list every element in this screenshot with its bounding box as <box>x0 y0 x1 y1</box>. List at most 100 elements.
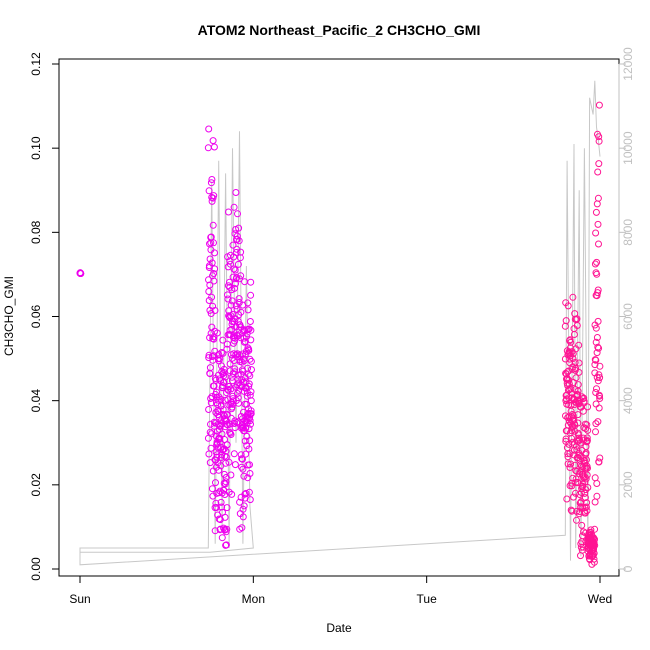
data-point <box>592 208 600 216</box>
data-point <box>239 455 246 463</box>
data-point <box>230 450 238 458</box>
data-point <box>592 420 600 428</box>
data-point <box>231 417 239 425</box>
data-point <box>246 470 254 477</box>
data-point <box>595 101 603 109</box>
data-point <box>238 455 246 463</box>
y-axis-right: 0 2000 4000 6000 8000 10000 12000 <box>618 47 635 572</box>
x-axis: Sun Mon Tue Wed <box>69 575 612 606</box>
data-point <box>224 282 232 290</box>
data-point <box>227 431 235 438</box>
data-point <box>207 395 215 402</box>
data-point <box>570 331 578 338</box>
data-point <box>207 179 215 187</box>
data-point <box>221 452 229 460</box>
data-point <box>237 308 245 316</box>
data-point <box>572 374 580 382</box>
data-point <box>248 366 255 374</box>
y-tick-label: 0.04 <box>29 389 43 413</box>
data-point <box>583 437 591 445</box>
data-point <box>210 418 218 426</box>
data-point <box>565 380 573 388</box>
data-point <box>593 385 600 393</box>
data-point <box>239 465 247 473</box>
data-point <box>237 451 245 459</box>
x-axis-label: Date <box>326 621 352 635</box>
data-point <box>590 539 598 547</box>
data-point <box>583 456 590 464</box>
data-point <box>247 410 255 418</box>
data-point <box>596 392 603 400</box>
data-point <box>217 417 225 425</box>
data-point <box>217 453 225 461</box>
data-point <box>232 249 240 256</box>
data-point <box>582 475 590 483</box>
data-point <box>210 239 217 247</box>
data-point <box>245 325 253 333</box>
data-point <box>241 437 249 445</box>
data-point <box>247 397 255 405</box>
data-point <box>595 160 603 168</box>
data-point <box>212 499 220 507</box>
data-point <box>595 133 603 141</box>
data-point <box>594 418 602 426</box>
y2-tick-label: 8000 <box>621 219 635 246</box>
data-point <box>596 362 604 370</box>
plot-area <box>76 80 604 568</box>
data-point <box>574 411 582 419</box>
data-point <box>219 336 227 344</box>
scatter-series-1 <box>76 125 255 549</box>
data-point <box>573 516 580 524</box>
data-point <box>206 255 214 263</box>
data-point <box>213 329 221 337</box>
data-point <box>212 409 220 416</box>
data-point <box>211 307 219 314</box>
data-point <box>593 270 601 278</box>
data-point <box>595 371 603 379</box>
data-point <box>219 406 227 414</box>
data-point <box>591 541 599 549</box>
y-tick-label: 0.10 <box>29 136 43 160</box>
data-point <box>594 343 602 351</box>
data-point <box>210 270 218 277</box>
data-point <box>246 461 253 469</box>
data-point <box>220 369 228 376</box>
data-point <box>565 367 572 375</box>
data-point <box>592 338 600 346</box>
data-point <box>575 341 583 349</box>
data-point <box>210 192 218 200</box>
data-point <box>583 434 591 442</box>
data-point <box>246 372 254 380</box>
data-point <box>208 485 216 493</box>
data-point <box>222 541 230 549</box>
data-point <box>596 454 604 462</box>
data-point <box>568 365 576 373</box>
data-point <box>236 382 244 390</box>
data-point <box>239 513 247 521</box>
data-point <box>594 317 602 325</box>
data-point <box>573 322 581 329</box>
data-point <box>241 490 249 498</box>
data-point <box>217 498 225 506</box>
data-point <box>595 240 602 248</box>
data-point <box>245 425 253 433</box>
data-point <box>234 317 242 325</box>
data-point <box>582 449 590 457</box>
data-point <box>228 490 236 498</box>
data-point <box>219 410 227 418</box>
y2-tick-label: 2000 <box>621 471 635 498</box>
data-point <box>238 463 246 471</box>
data-point <box>226 283 234 291</box>
data-point <box>594 289 602 297</box>
y2-tick-label: 10000 <box>621 131 635 165</box>
data-point <box>580 397 588 405</box>
scatter-series-2 <box>561 101 604 568</box>
data-point <box>593 334 601 341</box>
data-point <box>575 368 583 376</box>
data-point <box>583 471 591 479</box>
data-point <box>565 440 573 448</box>
data-point <box>215 466 223 474</box>
data-point <box>567 407 575 415</box>
data-point <box>564 450 572 458</box>
